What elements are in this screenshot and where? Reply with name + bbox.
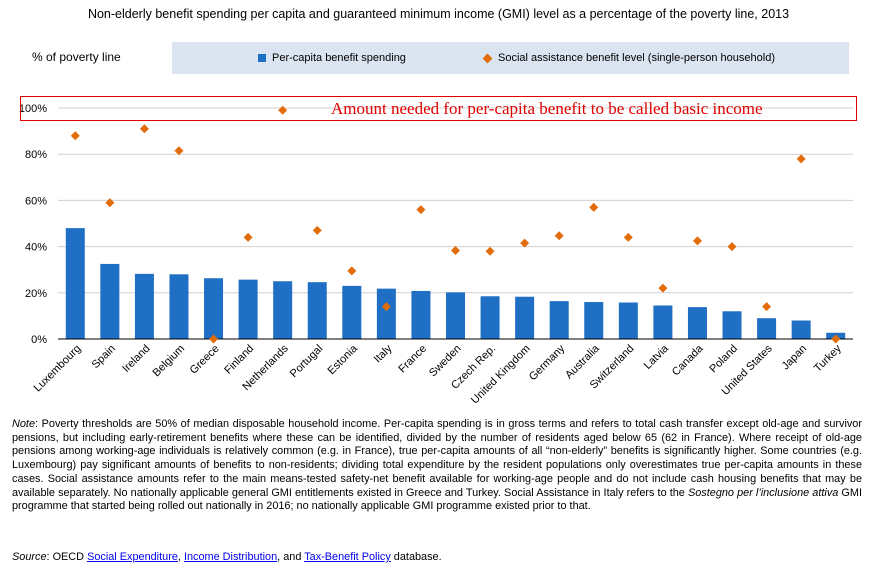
diamond-marker bbox=[762, 302, 772, 312]
note-italic: Sostegno per l’inclusione attiva bbox=[687, 486, 839, 499]
note-text-1: : Poverty thresholds are 50% of median d… bbox=[12, 418, 862, 499]
link-income-distribution[interactable]: Income Distribution bbox=[183, 551, 278, 563]
bar bbox=[376, 288, 396, 339]
source-sep-1: , bbox=[177, 551, 184, 563]
x-tick-label: France bbox=[396, 343, 429, 376]
bar bbox=[584, 302, 604, 339]
note-label: Note bbox=[12, 418, 36, 430]
diamond-marker bbox=[381, 302, 391, 312]
diamond-marker bbox=[692, 236, 702, 246]
bar bbox=[653, 305, 673, 339]
x-tick-label: Canada bbox=[670, 342, 706, 378]
bar bbox=[307, 282, 327, 339]
diamond-marker bbox=[727, 242, 737, 252]
bar bbox=[515, 296, 535, 339]
y-tick-label: 60% bbox=[25, 195, 47, 207]
x-tick-label: Ireland bbox=[120, 343, 152, 375]
x-tick-label: Germany bbox=[527, 342, 568, 383]
link-social-expenditure[interactable]: Social Expenditure bbox=[87, 551, 178, 563]
diamond-marker bbox=[589, 202, 599, 212]
bar bbox=[411, 290, 431, 339]
diamond-marker bbox=[174, 146, 184, 156]
source-label: Source bbox=[12, 551, 47, 563]
bar-swatch-icon bbox=[258, 54, 266, 62]
y-tick-label: 40% bbox=[25, 242, 47, 254]
x-tick-label: Japan bbox=[780, 343, 810, 373]
note-text-2: GMI programme that started being rolled … bbox=[12, 486, 862, 513]
diamond-marker bbox=[243, 232, 253, 242]
diamond-marker bbox=[416, 205, 426, 215]
y-tick-label: 100% bbox=[19, 103, 47, 115]
diamond-marker bbox=[796, 154, 806, 164]
diamond-marker bbox=[139, 124, 149, 134]
annotation-text: Amount needed for per-capita benefit to … bbox=[331, 99, 763, 118]
x-tick-label: Finland bbox=[222, 343, 256, 377]
diamond-marker bbox=[278, 105, 288, 115]
legend-label-bar: Per-capita benefit spending bbox=[272, 52, 406, 64]
diamond-marker bbox=[451, 246, 460, 256]
diamond-marker bbox=[485, 246, 495, 256]
legend-item-diamond: Social assistance benefit level (single-… bbox=[482, 52, 775, 64]
diamond-marker bbox=[70, 131, 80, 141]
annotation-box bbox=[20, 96, 857, 121]
diamond-marker bbox=[312, 225, 322, 235]
diamond-marker bbox=[831, 334, 841, 344]
x-tick-label: Poland bbox=[707, 343, 740, 376]
bar bbox=[273, 281, 293, 339]
chart-svg: 0% 20% 40% 60% 80% 100% Luxembourg Spain Ireland… bbox=[19, 103, 853, 407]
y-tick-label: 80% bbox=[25, 149, 47, 161]
legend-label-diamond: Social assistance benefit level (single-… bbox=[498, 52, 775, 64]
bar bbox=[100, 263, 120, 339]
source-line: Source: OECD Social Expenditure, Income … bbox=[12, 551, 442, 563]
bar bbox=[618, 302, 638, 339]
x-tick-label: Belgium bbox=[151, 343, 188, 380]
legend: Per-capita benefit spending Social assis… bbox=[172, 42, 849, 74]
x-tick-label: United Kingdom bbox=[469, 343, 533, 407]
source-sep-2: , and bbox=[277, 551, 305, 563]
x-tick-label: Luxembourg bbox=[32, 343, 84, 395]
y-axis-title: % of poverty line bbox=[32, 50, 121, 64]
x-tick-label: Estonia bbox=[325, 342, 360, 377]
x-tick-label: Greece bbox=[188, 343, 222, 377]
bar bbox=[480, 296, 500, 339]
bar bbox=[757, 318, 777, 339]
bar bbox=[549, 301, 569, 339]
chart-title: Non-elderly benefit spending per capita … bbox=[87, 7, 790, 21]
bar bbox=[65, 228, 85, 339]
note-paragraph: Note: Poverty thresholds are 50% of medi… bbox=[12, 418, 862, 514]
diamond-marker bbox=[347, 266, 357, 276]
bar bbox=[791, 320, 811, 339]
legend-item-bar: Per-capita benefit spending bbox=[258, 52, 406, 64]
bar bbox=[446, 292, 465, 339]
x-tick-label: Turkey bbox=[812, 342, 844, 374]
diamond-marker bbox=[623, 232, 633, 242]
diamond-marker bbox=[658, 283, 668, 293]
x-tick-label: Portugal bbox=[288, 343, 325, 380]
source-prefix: : OECD bbox=[46, 551, 88, 563]
link-tax-benefit-policy[interactable]: Tax-Benefit Policy bbox=[304, 551, 391, 563]
diamond-marker bbox=[520, 238, 530, 248]
source-suffix: database. bbox=[390, 551, 442, 563]
diamond-marker bbox=[105, 198, 115, 208]
x-tick-label: Spain bbox=[90, 343, 118, 371]
bar bbox=[169, 274, 189, 339]
bar bbox=[687, 307, 707, 339]
bar bbox=[134, 273, 154, 339]
y-tick-label: 0% bbox=[31, 334, 47, 346]
y-tick-label: 20% bbox=[25, 288, 47, 300]
x-tick-label: Latvia bbox=[642, 342, 672, 372]
bar bbox=[204, 278, 224, 339]
x-tick-label: Italy bbox=[372, 342, 395, 365]
bar bbox=[238, 279, 258, 339]
bar bbox=[722, 311, 742, 339]
diamond-marker bbox=[554, 231, 564, 241]
bar bbox=[342, 285, 362, 339]
diamond-marker bbox=[209, 334, 219, 344]
